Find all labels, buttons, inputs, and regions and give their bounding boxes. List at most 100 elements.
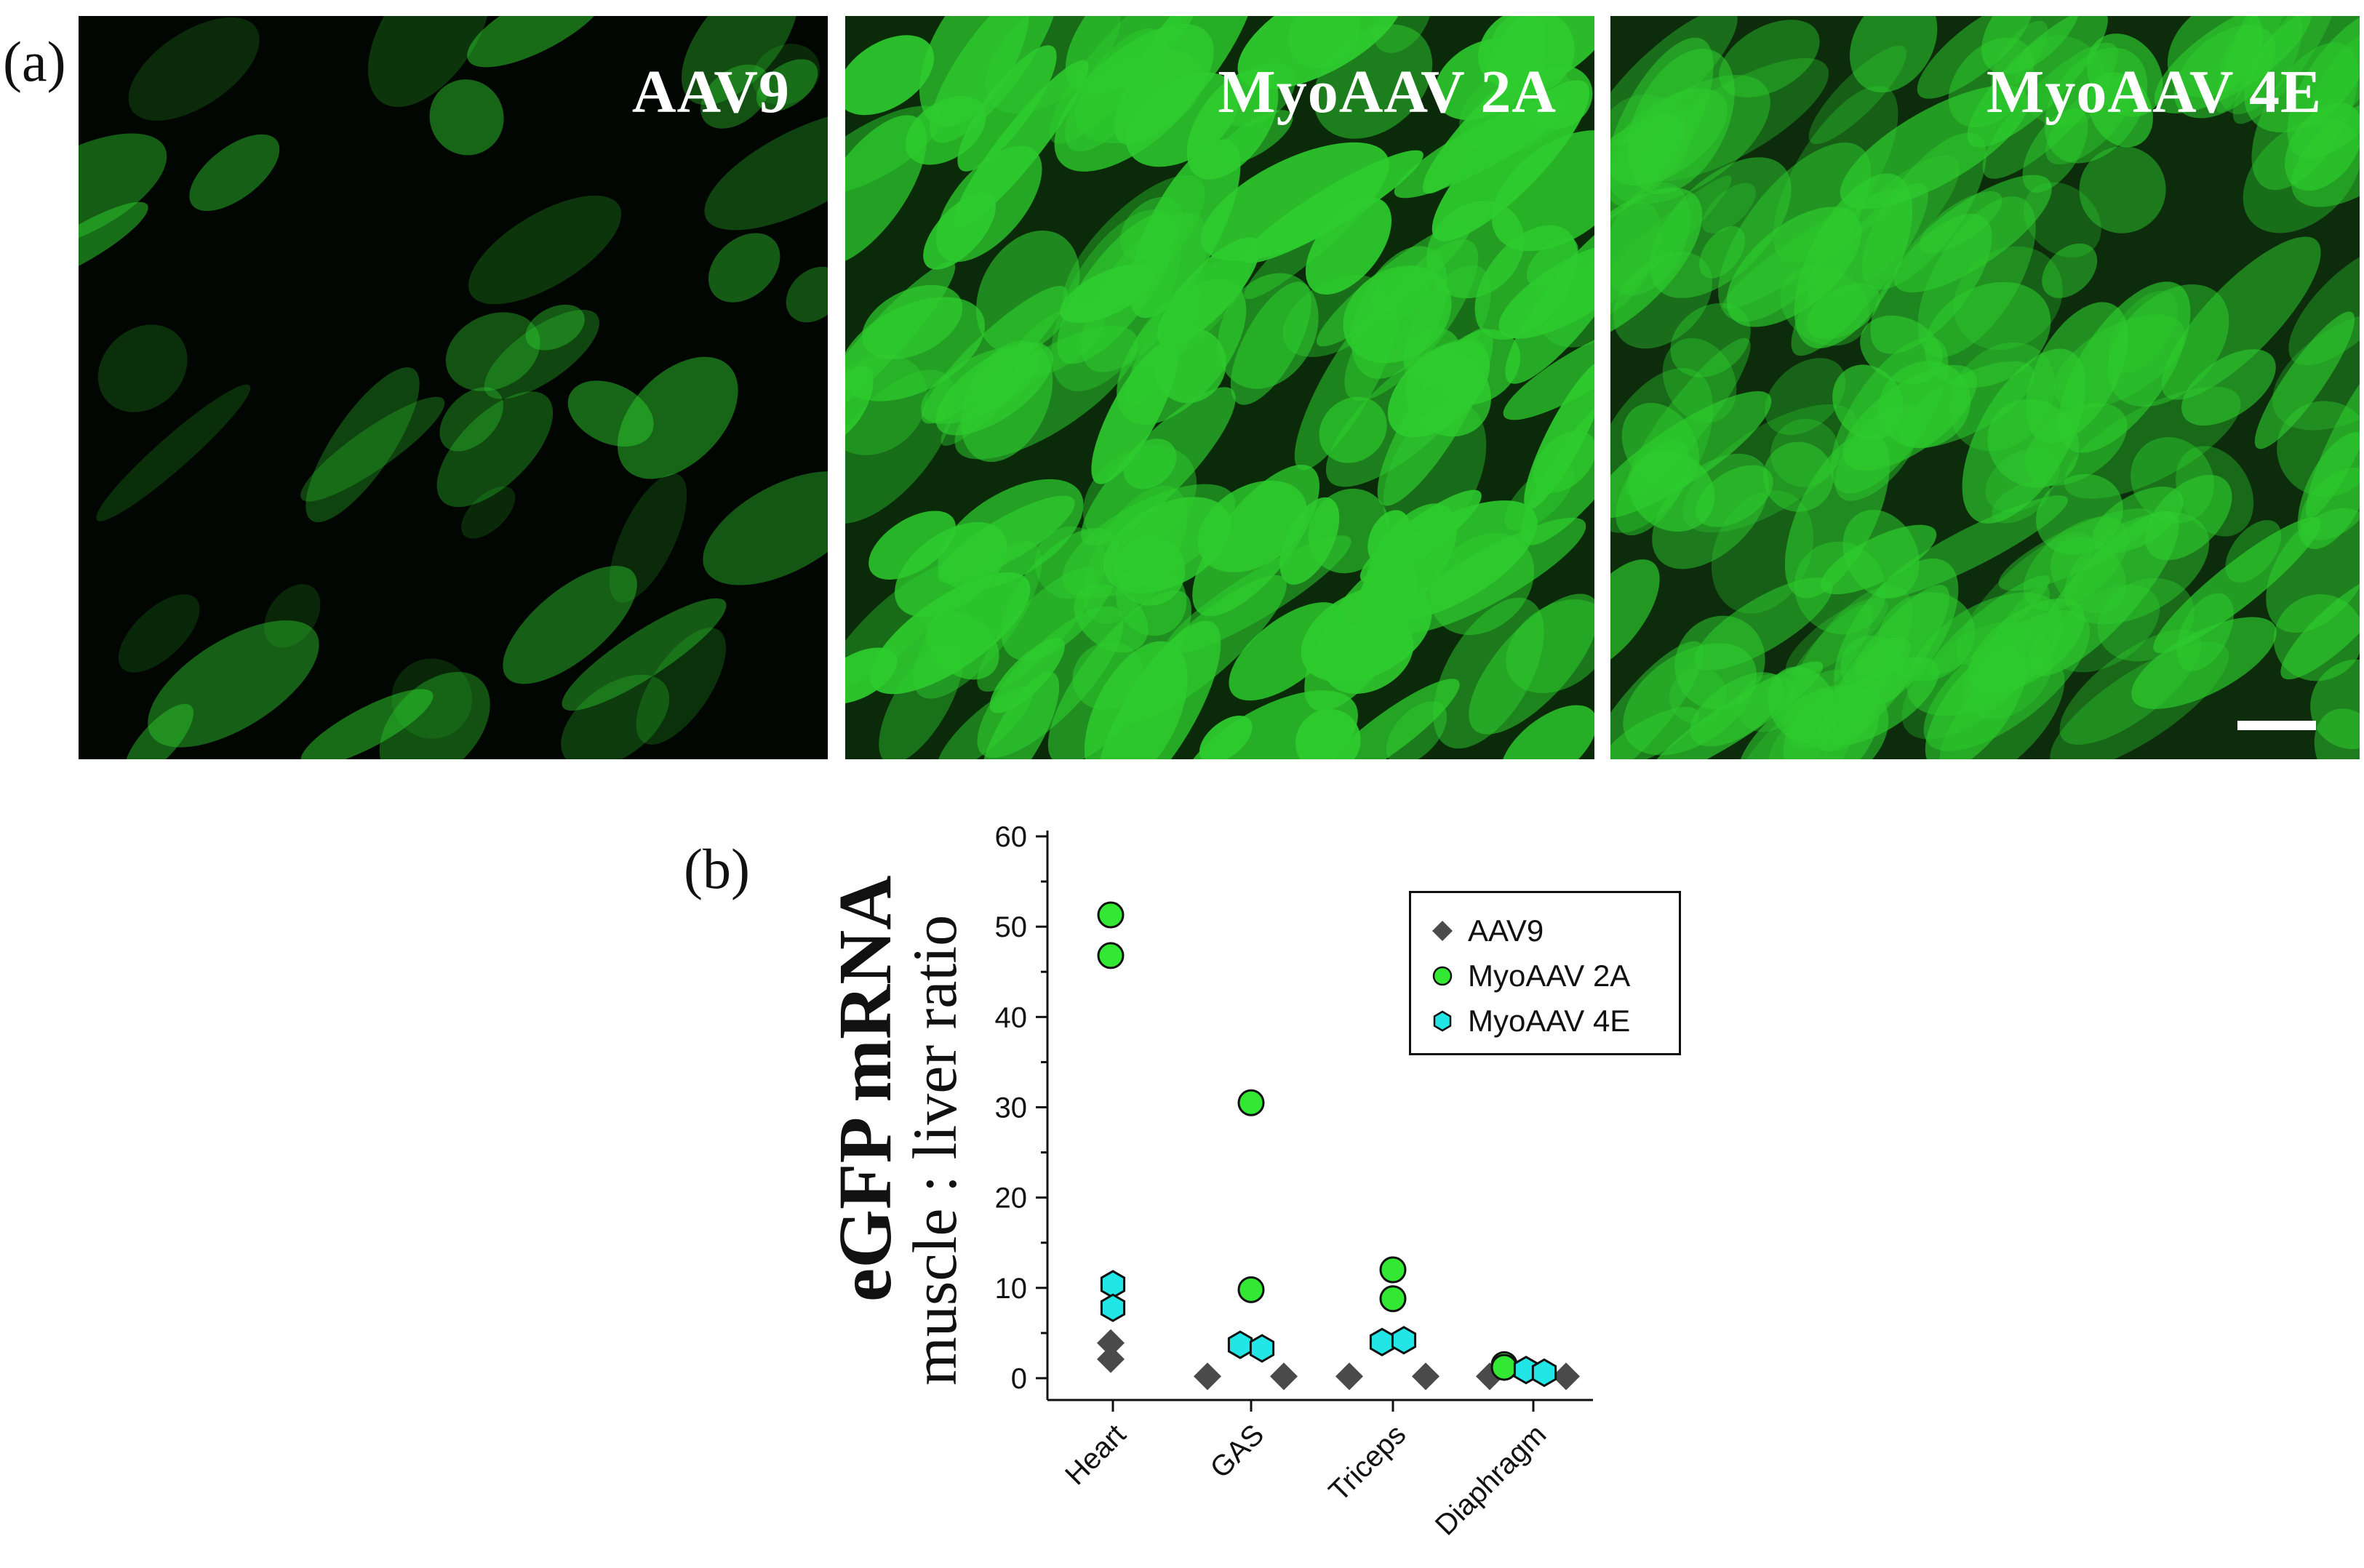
- muscle-fiber: [1861, 132, 1986, 290]
- muscle-fiber: [1610, 188, 1703, 348]
- data-point-aav9: [1194, 1362, 1221, 1391]
- data-point-aav9: [1552, 1362, 1580, 1391]
- micrograph-myoaav-2a: MyoAAV 2A: [845, 16, 1594, 759]
- data-point-myoaav-2a: [1379, 1256, 1407, 1284]
- muscle-fiber: [636, 628, 726, 745]
- muscle-fiber: [484, 309, 600, 399]
- data-point-myoaav-2a: [1097, 942, 1125, 969]
- muscle-fiber: [786, 266, 828, 323]
- muscle-fiber: [1521, 369, 1594, 545]
- data-point-myoaav-2a: [1237, 1089, 1265, 1116]
- muscle-fiber: [937, 495, 1075, 583]
- muscle-fiber: [368, 16, 492, 108]
- muscle-fiber: [1369, 265, 1431, 323]
- image-background: [79, 16, 828, 759]
- muscle-fiber: [2059, 629, 2202, 745]
- data-point-aav9: [1097, 1345, 1125, 1373]
- x-tick-label: Diaphragm: [1429, 1418, 1552, 1541]
- muscle-fiber: [445, 312, 540, 391]
- muscle-fiber: [1764, 358, 1846, 435]
- diamond-marker-icon: [1432, 921, 1453, 941]
- muscle-fiber: [704, 110, 828, 231]
- fluorescence-image: [79, 16, 828, 759]
- muscle-fiber: [1924, 281, 2051, 388]
- muscle-fiber: [567, 380, 654, 447]
- muscle-fiber: [2153, 516, 2321, 654]
- muscle-fiber: [562, 598, 727, 711]
- muscle-fiber: [79, 133, 167, 250]
- muscle-fiber: [919, 16, 1030, 127]
- muscle-fiber: [1718, 20, 1820, 97]
- muscle-fiber: [148, 620, 319, 748]
- muscle-fiber: [1114, 16, 1256, 145]
- micrograph-title: AAV9: [631, 58, 790, 126]
- muscle-fiber: [1953, 246, 2063, 351]
- muscle-fiber: [1613, 251, 1713, 349]
- muscle-fiber: [1876, 495, 2069, 599]
- muscle-fiber: [700, 64, 770, 129]
- data-point-aav9: [1412, 1362, 1439, 1391]
- y-axis-label-bold: eGFP mRNA: [823, 875, 907, 1302]
- data-point-myoaav-2a: [1379, 1285, 1407, 1313]
- muscle-fiber: [1116, 561, 1187, 636]
- muscle-fiber: [561, 674, 670, 759]
- muscle-fiber: [1616, 440, 1690, 536]
- y-tick-label: 40: [995, 1001, 1028, 1033]
- muscle-fiber: [1279, 497, 1340, 585]
- fluorescence-image: [1610, 16, 2360, 759]
- muscle-fiber: [1998, 508, 2155, 591]
- data-point-aav9: [1097, 1329, 1125, 1357]
- muscle-fiber: [1200, 142, 1389, 261]
- muscle-fiber: [617, 356, 738, 479]
- scale-bar: [2237, 721, 2316, 730]
- muscle-fiber: [1610, 559, 1660, 672]
- muscle-fiber: [1699, 225, 1746, 279]
- x-tick-label: Heart: [1059, 1418, 1132, 1491]
- muscle-fiber: [503, 566, 637, 684]
- y-tick-label: 20: [995, 1183, 1028, 1215]
- muscle-fiber: [2108, 290, 2178, 373]
- muscle-fiber: [1229, 602, 1345, 701]
- muscle-fiber: [118, 594, 200, 673]
- muscle-fiber: [957, 45, 1057, 172]
- panel-label-a: (a): [3, 30, 66, 93]
- data-point-myoaav-4e: [1227, 1330, 1253, 1359]
- y-tick-label: 60: [995, 821, 1028, 853]
- muscle-fiber: [845, 105, 943, 196]
- muscle-fiber: [467, 16, 608, 68]
- data-point-aav9: [1335, 1362, 1363, 1391]
- data-point-myoaav-4e: [1369, 1327, 1395, 1357]
- panel-label-b: (b): [684, 837, 750, 900]
- data-point-aav9: [1270, 1362, 1298, 1391]
- muscle-fiber: [1649, 661, 1824, 759]
- muscle-fiber: [1939, 657, 2065, 759]
- legend: AAV9 MyoAAV 2A MyoAAV 4E: [1409, 891, 1681, 1055]
- muscle-fiber: [1503, 322, 1594, 420]
- data-point-myoaav-2a: [1097, 901, 1125, 929]
- muscle-fiber: [2051, 584, 2160, 673]
- muscle-fiber: [429, 79, 504, 156]
- legend-item-myoaav-4e: MyoAAV 4E: [1430, 999, 1630, 1043]
- muscle-fiber: [879, 641, 964, 759]
- muscle-fiber: [1967, 16, 2108, 148]
- muscle-fiber: [1469, 593, 1594, 735]
- muscle-fiber: [845, 369, 956, 524]
- muscle-fiber: [2107, 284, 2229, 407]
- muscle-fiber: [1123, 439, 1177, 489]
- muscle-fiber: [752, 44, 820, 105]
- muscle-fiber: [1538, 266, 1594, 348]
- muscle-fiber: [868, 511, 957, 580]
- muscle-fiber: [960, 340, 1053, 463]
- muscle-fiber: [1060, 264, 1155, 324]
- muscle-fiber: [905, 96, 986, 165]
- muscle-fiber: [79, 201, 148, 285]
- legend-item-myoaav-2a: MyoAAV 2A: [1430, 954, 1630, 998]
- muscle-fiber: [436, 391, 554, 508]
- muscle-fiber: [845, 297, 986, 401]
- muscle-fiber: [2314, 708, 2360, 759]
- legend-label: MyoAAV 4E: [1468, 1004, 1631, 1038]
- muscle-fiber: [1968, 585, 2050, 708]
- muscle-fiber: [1893, 175, 2052, 293]
- muscle-fiber: [1474, 225, 1578, 340]
- muscle-fiber: [300, 396, 445, 502]
